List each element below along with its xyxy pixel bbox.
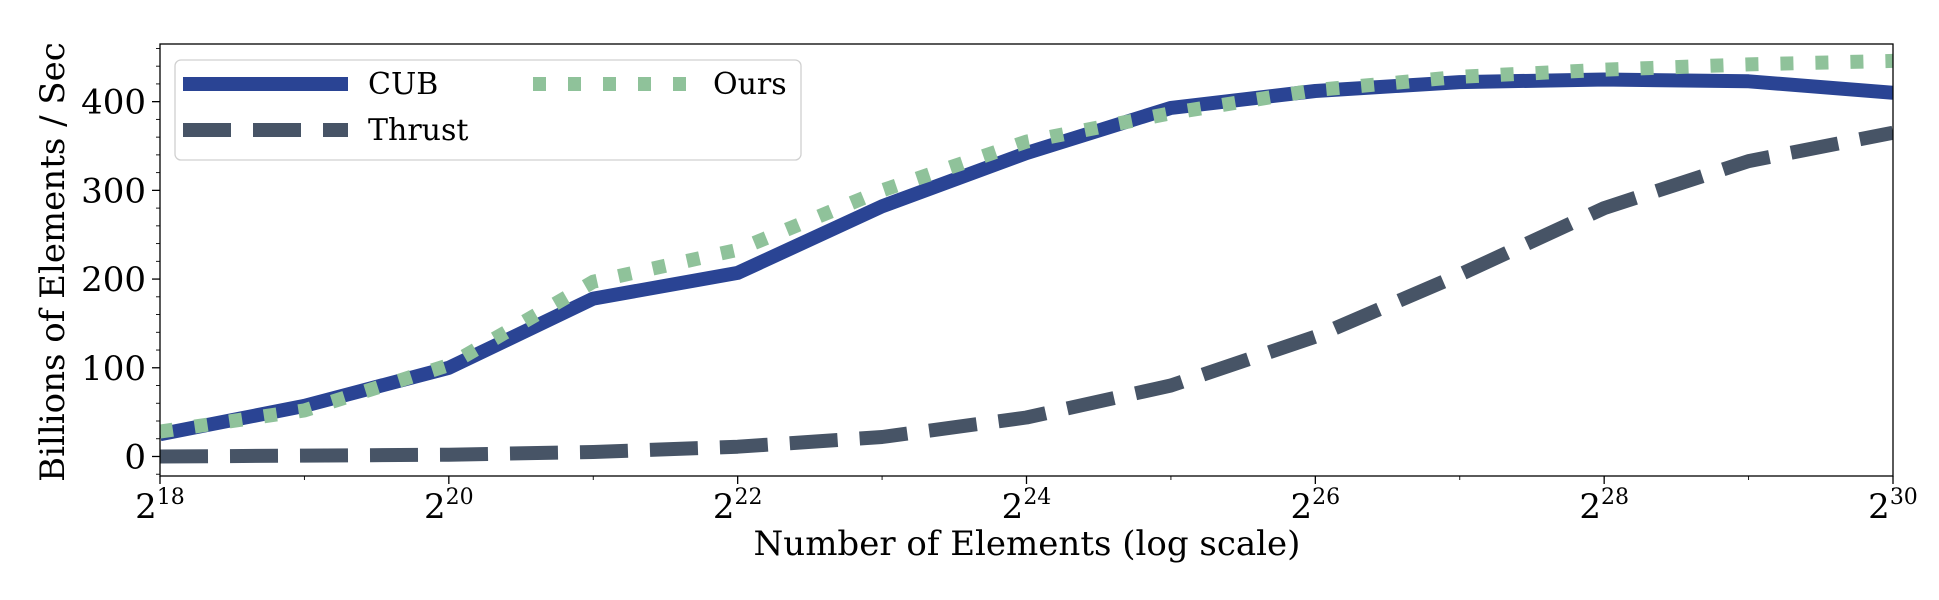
x-tick-label: 228 <box>1579 485 1629 527</box>
series-line-cub <box>160 72 1893 442</box>
x-tick-label: 224 <box>1002 485 1052 527</box>
series-layer <box>160 53 1893 464</box>
legend-label-ours: Ours <box>713 67 787 102</box>
y-tick-label: 200 <box>81 260 146 300</box>
y-tick-label: 100 <box>81 349 146 389</box>
legend-box <box>174 59 802 161</box>
axes: 0 100 200 300 400 218 220 222 224 226 228 230 <box>81 43 1918 527</box>
y-tick-label: 400 <box>81 83 146 123</box>
y-tick-label: 300 <box>81 171 146 211</box>
legend: CUB Thrust Ours <box>174 59 802 161</box>
y-axis-label: Billions of Elements / Sec <box>33 42 73 482</box>
legend-label-cub: CUB <box>368 67 438 102</box>
x-tick-label: 218 <box>135 485 185 527</box>
x-tick-label: 220 <box>424 485 474 527</box>
x-tick-label: 226 <box>1291 485 1341 527</box>
x-tick-label: 222 <box>713 485 763 527</box>
series-line-thrust <box>160 125 1893 464</box>
series-line-ours <box>160 53 1893 439</box>
y-tick-label: 0 <box>124 437 146 477</box>
legend-label-thrust: Thrust <box>368 113 468 148</box>
x-tick-label: 230 <box>1868 485 1918 527</box>
x-axis-label: Number of Elements (log scale) <box>754 524 1301 564</box>
